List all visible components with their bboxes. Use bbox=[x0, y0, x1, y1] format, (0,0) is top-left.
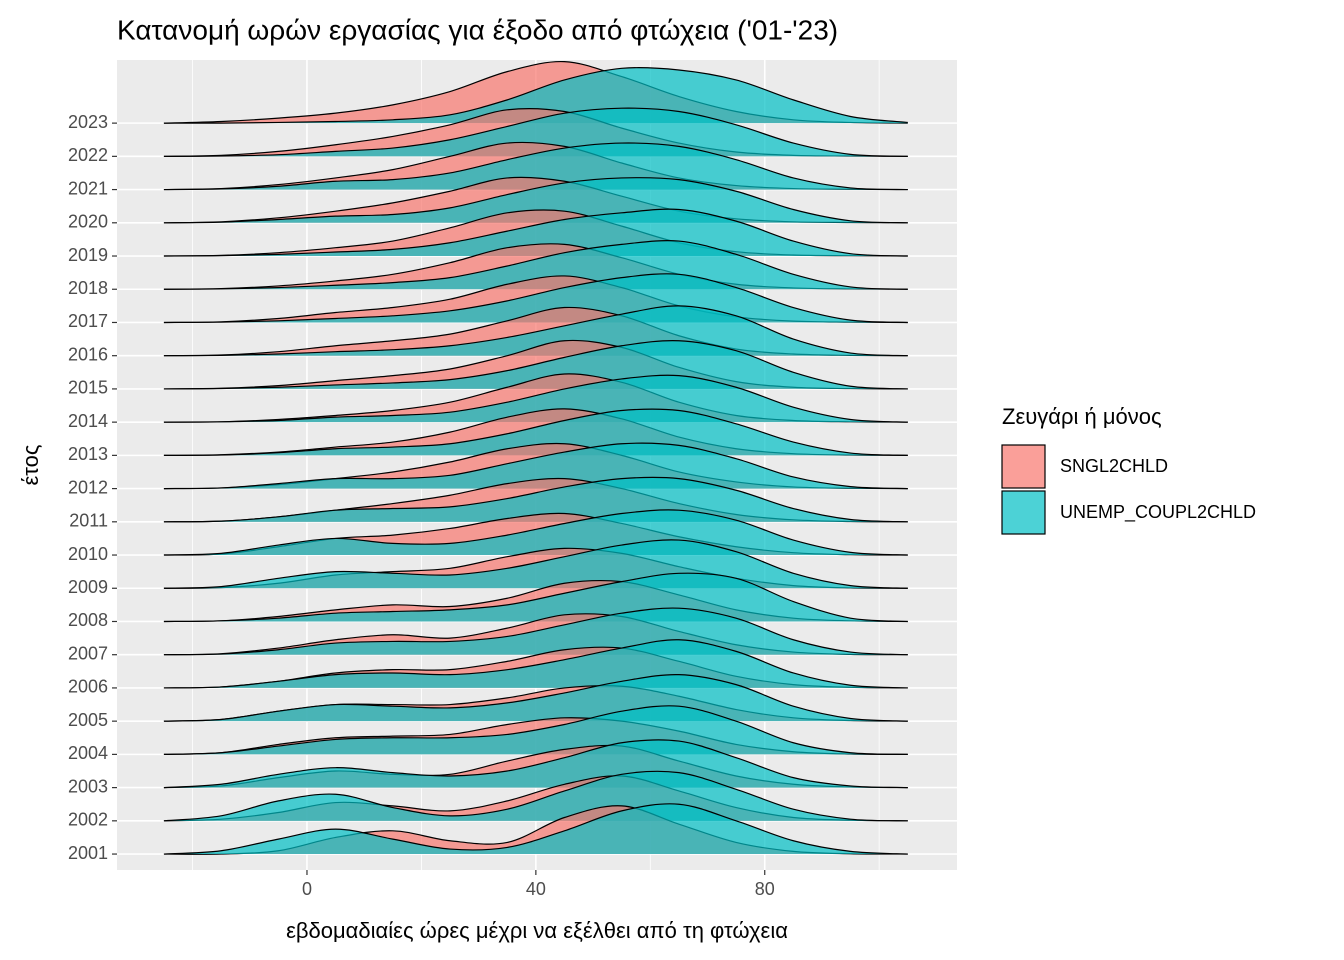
legend-title: Ζευγάρι ή μόνος bbox=[1002, 404, 1162, 429]
density-line bbox=[163, 803, 908, 855]
density-line bbox=[163, 208, 908, 257]
legend-label: UNEMP_COUPL2CHLD bbox=[1060, 502, 1256, 523]
density-area bbox=[163, 705, 908, 755]
density-area bbox=[163, 209, 908, 257]
y-tick-label: 2021 bbox=[68, 178, 108, 198]
y-tick-label: 2009 bbox=[68, 577, 108, 597]
density-area bbox=[163, 67, 908, 124]
y-tick-label: 2015 bbox=[68, 378, 108, 398]
density-area bbox=[163, 771, 908, 821]
x-tick-label: 40 bbox=[526, 879, 546, 899]
density-line bbox=[163, 476, 908, 523]
x-axis-label: εβδομαδιαίες ώρες μέχρι να εξέλθει από τ… bbox=[286, 918, 788, 943]
density-line bbox=[163, 66, 908, 124]
density-area bbox=[163, 177, 908, 223]
y-tick-label: 2001 bbox=[68, 843, 108, 863]
y-tick-label: 2005 bbox=[68, 710, 108, 730]
density-line bbox=[163, 142, 908, 191]
y-tick-label: 2017 bbox=[68, 311, 108, 331]
density-line bbox=[163, 442, 908, 490]
density-area bbox=[163, 443, 908, 489]
density-line bbox=[163, 509, 908, 556]
density-line bbox=[163, 340, 908, 390]
y-tick-label: 2014 bbox=[68, 411, 108, 431]
y-axis-label: έτος bbox=[18, 444, 43, 485]
density-line bbox=[163, 705, 908, 755]
density-line bbox=[163, 177, 908, 224]
density-area bbox=[163, 305, 908, 356]
density-line bbox=[163, 674, 908, 722]
y-tick-label: 2023 bbox=[68, 112, 108, 132]
density-line bbox=[163, 305, 908, 357]
density-line bbox=[163, 408, 908, 456]
density-area bbox=[163, 477, 908, 522]
y-tick-label: 2013 bbox=[68, 444, 108, 464]
y-tick-label: 2020 bbox=[68, 212, 108, 232]
density-area bbox=[163, 739, 908, 788]
density-line bbox=[163, 770, 908, 822]
density-area bbox=[163, 375, 908, 423]
y-tick-label: 2012 bbox=[68, 477, 108, 497]
y-tick-label: 2002 bbox=[68, 810, 108, 830]
density-line bbox=[163, 107, 908, 157]
density-area bbox=[163, 573, 908, 622]
density-area bbox=[163, 639, 908, 688]
density-area bbox=[163, 143, 908, 190]
density-line bbox=[163, 539, 908, 589]
y-tick-label: 2022 bbox=[68, 145, 108, 165]
density-line bbox=[163, 739, 908, 789]
y-tick-label: 2011 bbox=[69, 511, 108, 531]
density-line bbox=[163, 572, 908, 623]
y-tick-label: 2010 bbox=[68, 544, 108, 564]
density-area bbox=[163, 108, 908, 157]
density-line bbox=[163, 374, 908, 423]
y-tick-label: 2006 bbox=[68, 677, 108, 697]
legend-key bbox=[1001, 490, 1046, 535]
y-tick-label: 2016 bbox=[68, 344, 108, 364]
density-line bbox=[163, 240, 908, 290]
chart-title: Κατανομή ωρών εργασίας για έξοδο από φτώ… bbox=[117, 14, 838, 45]
y-tick-label: 2018 bbox=[68, 278, 108, 298]
density-line bbox=[163, 607, 908, 656]
density-area bbox=[163, 509, 908, 556]
y-tick-label: 2004 bbox=[68, 743, 108, 763]
density-line bbox=[163, 639, 908, 689]
y-tick-label: 2007 bbox=[68, 643, 108, 663]
x-tick-label: 0 bbox=[302, 879, 312, 899]
legend-key bbox=[1001, 444, 1046, 489]
x-tick-label: 80 bbox=[755, 879, 775, 899]
density-area bbox=[163, 240, 908, 290]
density-area bbox=[163, 273, 908, 323]
density-line bbox=[163, 273, 908, 324]
density-area bbox=[163, 409, 908, 456]
density-area bbox=[163, 674, 908, 722]
legend-label: SNGL2CHLD bbox=[1060, 456, 1168, 476]
y-tick-label: 2008 bbox=[68, 610, 108, 630]
y-tick-label: 2003 bbox=[68, 776, 108, 796]
y-tick-label: 2019 bbox=[68, 245, 108, 265]
